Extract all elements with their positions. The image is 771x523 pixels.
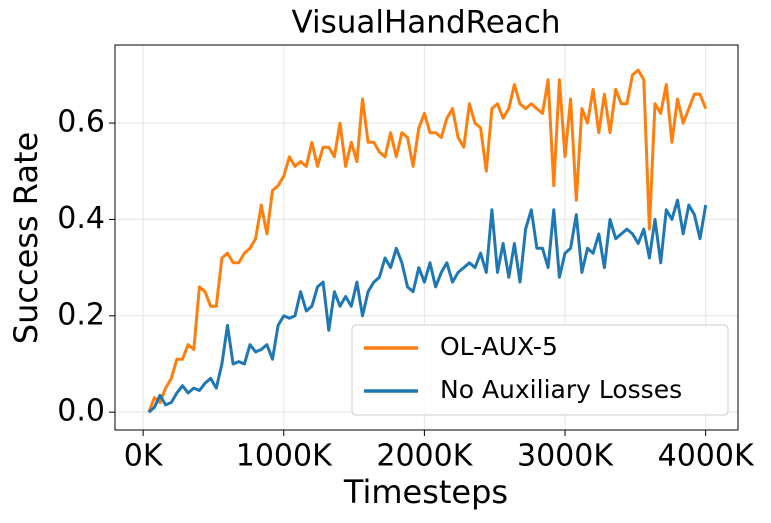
data-line (147, 68, 708, 413)
y-tick-label: 0.0 (57, 394, 105, 429)
y-axis-label: Success Rate (7, 132, 45, 344)
chart-title: VisualHandReach (291, 5, 560, 41)
legend-label: No Auxiliary Losses (440, 375, 682, 404)
x-axis-label: Timesteps (343, 473, 508, 511)
x-tick-label: 3000K (517, 439, 614, 474)
x-tick-label: 0K (124, 439, 164, 474)
legend-label: OL-AUX-5 (440, 332, 558, 361)
y-tick-label: 0.2 (57, 297, 105, 332)
x-tick-label: 1000K (236, 439, 333, 474)
x-tick-label: 2000K (376, 439, 473, 474)
plot-frame (114, 44, 739, 431)
y-tick-label: 0.4 (57, 201, 105, 236)
data-line (147, 198, 708, 414)
x-tick-label: 4000K (658, 439, 755, 474)
legend-box (351, 324, 729, 416)
y-tick-label: 0.6 (57, 105, 105, 140)
